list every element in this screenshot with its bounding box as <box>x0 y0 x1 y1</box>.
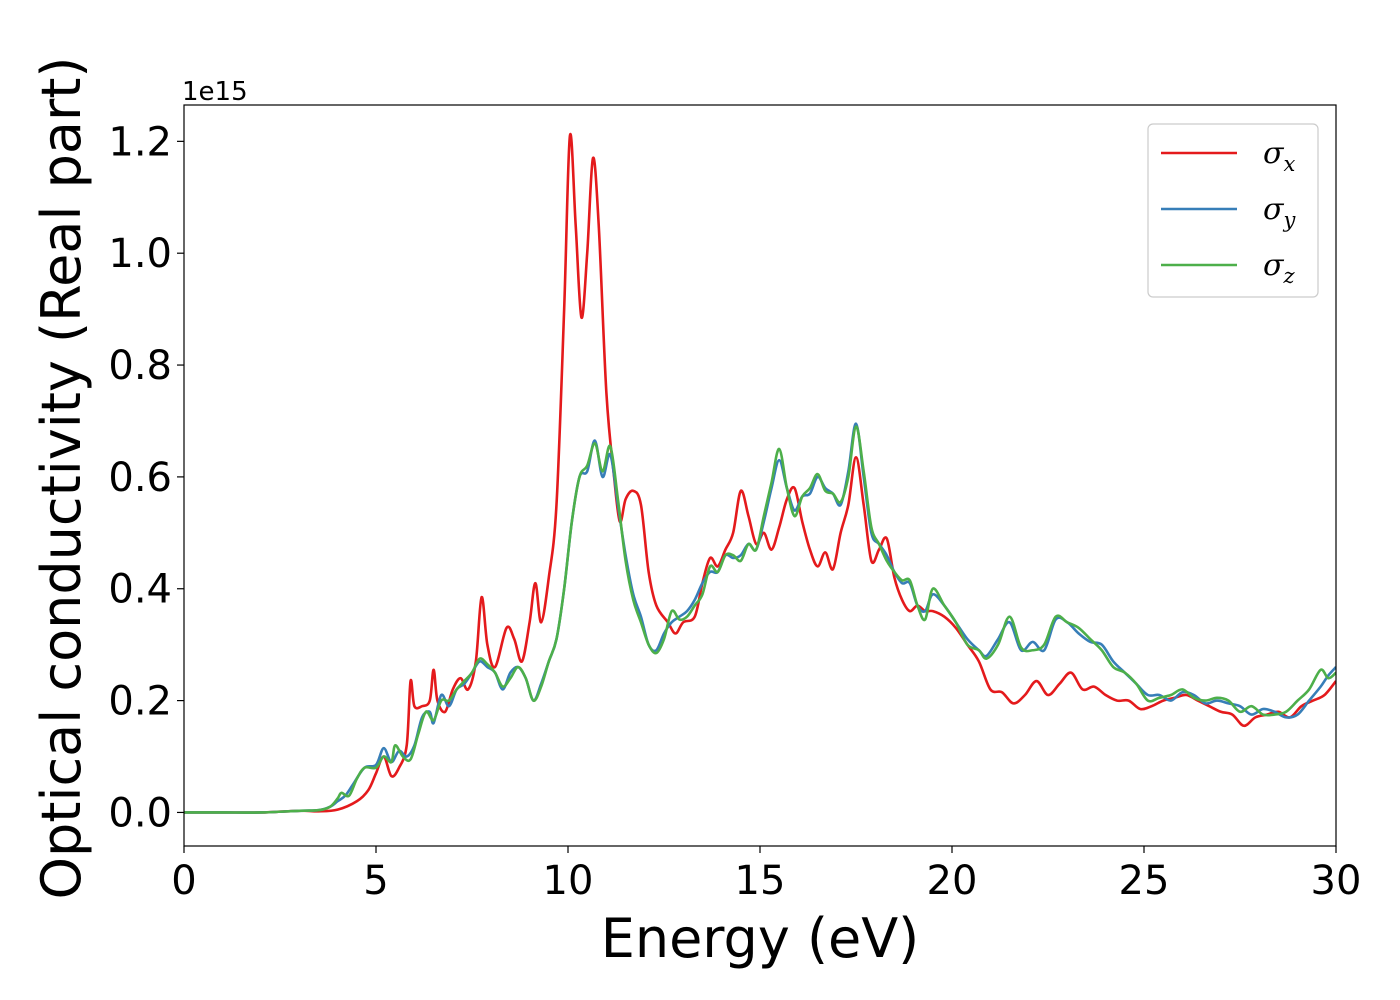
series-line-x <box>184 132 1336 814</box>
y-offset-label: 1e15 <box>182 77 248 107</box>
y-axis-title: Optical conductivity (Real part) <box>30 57 93 900</box>
y-axis-ticks: 0.0 0.2 0.4 0.6 0.8 1.0 1.2 <box>108 119 184 836</box>
x-axis-title: Energy (eV) <box>601 907 920 970</box>
x-tick-label: 15 <box>735 858 786 904</box>
y-tick-label: 0.2 <box>108 679 172 725</box>
legend-frame <box>1147 123 1319 298</box>
y-tick-label: 0.0 <box>108 790 172 836</box>
series-layer <box>184 132 1336 814</box>
y-tick-label: 1.0 <box>108 231 172 277</box>
x-tick-label: 25 <box>1119 858 1170 904</box>
y-tick-label: 0.4 <box>108 567 172 613</box>
x-axis-ticks: 0 5 10 15 20 25 30 <box>171 846 1361 904</box>
x-tick-label: 5 <box>363 858 388 904</box>
y-tick-label: 1.2 <box>108 119 172 165</box>
x-tick-label: 30 <box>1311 858 1362 904</box>
x-tick-label: 20 <box>927 858 978 904</box>
y-tick-label: 0.8 <box>108 343 172 389</box>
x-tick-label: 0 <box>171 858 196 904</box>
series-line-z <box>184 425 1336 814</box>
y-tick-label: 0.6 <box>108 455 172 501</box>
x-tick-label: 10 <box>543 858 594 904</box>
